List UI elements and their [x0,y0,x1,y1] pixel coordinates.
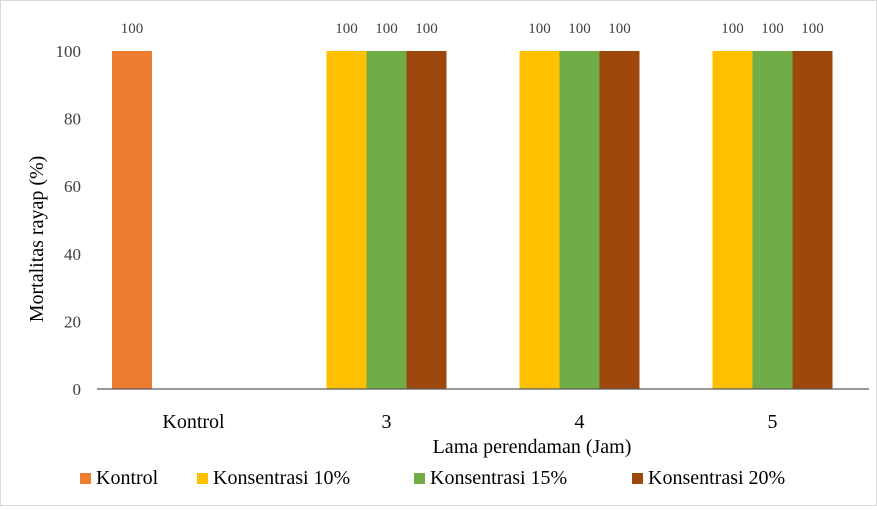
data-label: 100 [528,21,551,37]
y-axis-ticks: 0 20 40 60 80 100 [56,42,82,399]
bar [326,51,367,389]
y-axis-title: Mortalitas rayap (%) [26,156,48,323]
legend-swatch [632,473,643,484]
x-tick-label: 5 [768,411,778,433]
bar [559,51,600,389]
bar [792,51,833,389]
data-label: 100 [375,21,398,37]
data-label: 100 [721,21,744,37]
data-label: 100 [568,21,591,37]
data-label: 100 [335,21,358,37]
y-tick-label: 0 [73,380,82,399]
legend-swatch [80,473,91,484]
y-tick-label: 40 [64,245,81,264]
bar [599,51,640,389]
y-tick-label: 100 [56,42,82,61]
bar [112,51,152,389]
y-tick-label: 20 [64,312,81,331]
data-label: 100 [761,21,784,37]
x-tick-label: Kontrol [162,411,225,433]
data-label: 100 [608,21,631,37]
bar [406,51,447,389]
bar [712,51,753,389]
bar [752,51,793,389]
y-tick-label: 80 [64,110,81,129]
x-tick-label: 4 [575,411,585,433]
y-tick-label: 60 [64,177,81,196]
legend-swatch [197,473,208,484]
legend-swatch [414,473,425,484]
bar [366,51,407,389]
bars-layer [112,51,833,389]
x-axis-ticks: Kontrol 3 4 5 [162,411,777,433]
x-axis-title: Lama perendaman (Jam) [433,436,632,458]
legend-label: Konsentrasi 20% [648,467,785,489]
bar [519,51,560,389]
data-labels-layer: 100 100 100 100 100 100 100 100 100 100 [121,21,824,37]
x-tick-label: 3 [382,411,392,433]
legend: Kontrol Konsentrasi 10% Konsentrasi 15% Kon… [80,467,785,489]
legend-label: Kontrol [96,467,159,489]
legend-label: Konsentrasi 15% [430,467,567,489]
data-label: 100 [801,21,824,37]
data-label: 100 [121,21,144,37]
legend-label: Konsentrasi 10% [213,467,350,489]
data-label: 100 [415,21,438,37]
